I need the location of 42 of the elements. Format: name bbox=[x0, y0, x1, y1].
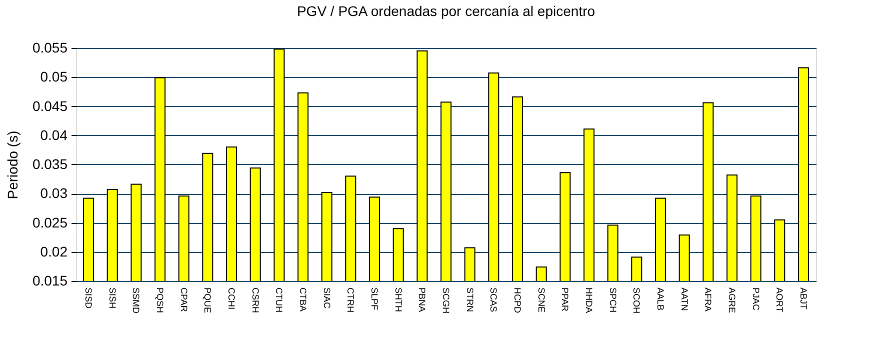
y-tick-label: 0.05 bbox=[40, 68, 68, 85]
x-tick-label: SCNE bbox=[536, 288, 546, 313]
x-tick-label: CTUH bbox=[274, 288, 284, 312]
x-tick-label: SISD bbox=[84, 288, 94, 310]
y-tick-label: 0.035 bbox=[32, 156, 68, 172]
y-axis-title: Periodo (s) bbox=[4, 130, 20, 200]
y-tick-label: 0.03 bbox=[40, 185, 68, 202]
x-tick-label: AFRA bbox=[703, 288, 714, 312]
chart-title: PGV / PGA ordenadas por cercanía al epicentro bbox=[296, 3, 596, 19]
y-tick-label: 0.015 bbox=[32, 272, 68, 288]
x-tick-label: CTRH bbox=[346, 288, 356, 312]
x-tick-label: AATN bbox=[679, 288, 690, 311]
x-tick-label: SIAC bbox=[322, 288, 332, 310]
x-tick-label: SHTH bbox=[393, 288, 404, 312]
y-tick-label: 0.025 bbox=[32, 214, 68, 230]
x-tick-label: AGRE bbox=[726, 288, 737, 314]
x-tick-label: SCAS bbox=[488, 288, 499, 312]
y-tick-label: 0.04 bbox=[40, 126, 68, 143]
x-tick-label: AALB bbox=[655, 288, 666, 311]
x-tick-label: SCOH bbox=[632, 288, 642, 314]
x-tick-label: CTBA bbox=[298, 288, 308, 312]
x-tick-label: ABJT bbox=[798, 288, 808, 310]
x-tick-label: SSMD bbox=[131, 288, 142, 314]
y-tick-label: 0.045 bbox=[32, 98, 68, 114]
x-tick-label: STRN bbox=[464, 288, 475, 312]
y-tick-label: 0.055 bbox=[32, 40, 68, 56]
x-tick-label: CSRH bbox=[250, 288, 260, 314]
x-tick-label: PQUE bbox=[202, 288, 213, 314]
x-tick-label: SISH bbox=[107, 288, 118, 309]
x-tick-label: PBNA bbox=[417, 288, 428, 312]
x-tick-label: CCHI bbox=[226, 288, 237, 310]
x-tick-label: PJAC bbox=[750, 288, 761, 312]
x-tick-label: PPAR bbox=[560, 288, 570, 312]
x-tick-label: HHDA bbox=[584, 288, 594, 314]
x-tick-label: AORT bbox=[774, 288, 785, 313]
x-tick-label: SPCH bbox=[608, 288, 618, 313]
x-tick-label: PQSH bbox=[155, 288, 166, 314]
x-tick-label: HCPD bbox=[512, 288, 522, 314]
x-tick-label: SLPF bbox=[370, 288, 380, 311]
x-tick-label: CPAR bbox=[178, 288, 189, 312]
x-tick-label: SCGH bbox=[441, 288, 451, 314]
y-tick-label: 0.02 bbox=[40, 243, 68, 260]
